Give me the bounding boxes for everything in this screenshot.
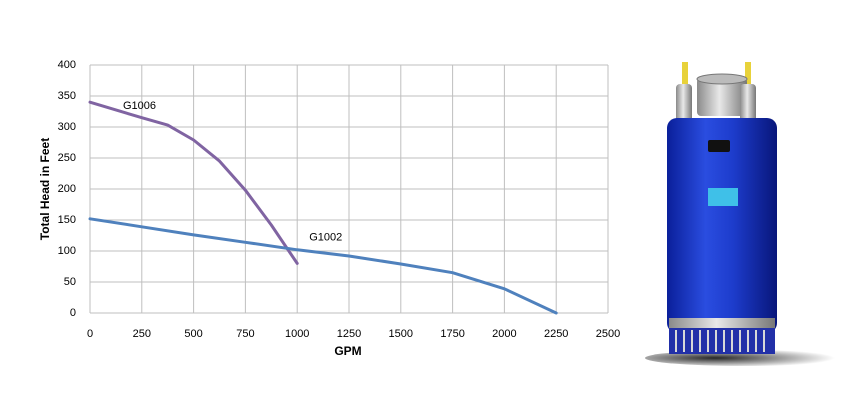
series-label: G1002	[309, 232, 342, 244]
x-tick-label: 2500	[596, 328, 620, 340]
y-axis-title: Total Head in Feet	[38, 138, 52, 240]
series-line	[88, 217, 558, 315]
x-tick-label: 1750	[440, 328, 464, 340]
y-tick-label: 400	[58, 59, 76, 71]
x-tick-label: 0	[87, 328, 93, 340]
x-tick-label: 500	[184, 328, 202, 340]
x-tick-label: 1250	[337, 328, 361, 340]
x-tick-label: 750	[236, 328, 254, 340]
x-tick-label: 2000	[492, 328, 516, 340]
y-tick-label: 0	[70, 307, 76, 319]
series-line	[88, 100, 299, 265]
x-tick-label: 1500	[389, 328, 413, 340]
series-label: G1006	[123, 100, 156, 112]
y-tick-label: 250	[58, 152, 76, 164]
y-tick-label: 300	[58, 121, 76, 133]
y-tick-label: 50	[64, 276, 76, 288]
x-axis-title: GPM	[334, 344, 361, 358]
y-tick-label: 350	[58, 90, 76, 102]
x-tick-label: 1000	[285, 328, 309, 340]
x-tick-label: 2250	[544, 328, 568, 340]
pump-image	[645, 62, 845, 366]
y-tick-label: 150	[58, 214, 76, 226]
y-tick-label: 100	[58, 245, 76, 257]
x-tick-label: 250	[133, 328, 151, 340]
y-tick-label: 200	[58, 183, 76, 195]
